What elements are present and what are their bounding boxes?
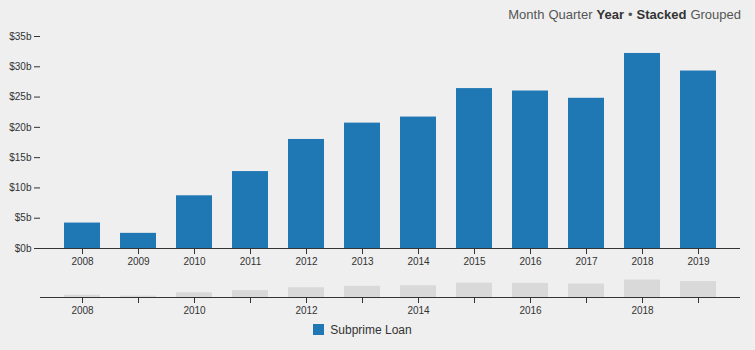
svg-text:2008: 2008: [71, 305, 94, 315]
svg-text:2014: 2014: [407, 305, 430, 315]
svg-text:2014: 2014: [407, 256, 430, 267]
svg-text:2009: 2009: [127, 256, 150, 267]
svg-text:2018: 2018: [631, 305, 654, 315]
svg-text:2013: 2013: [351, 256, 374, 267]
svg-text:$25b: $25b: [9, 91, 32, 102]
svg-text:2010: 2010: [183, 305, 206, 315]
svg-text:$0b: $0b: [15, 243, 32, 254]
html-text:Month Quarter Year • Stacked G: Month Quarter Year • Stacked Grouped: [508, 7, 741, 22]
svg-text:$10b: $10b: [9, 182, 32, 193]
svg-text:$35b: $35b: [9, 31, 32, 42]
svg-text:2008: 2008: [71, 256, 94, 267]
svg-text:2016: 2016: [519, 305, 542, 315]
svg-text:2015: 2015: [463, 256, 486, 267]
svg-text:2017: 2017: [575, 256, 598, 267]
svg-text:$15b: $15b: [9, 152, 32, 163]
html-text:Subprime Loan: Subprime Loan: [330, 323, 412, 337]
svg-text:2019: 2019: [687, 256, 710, 267]
svg-text:2012: 2012: [295, 256, 318, 267]
svg-text:2018: 2018: [631, 256, 654, 267]
svg-text:$5b: $5b: [15, 212, 32, 223]
svg-text:2016: 2016: [519, 256, 542, 267]
svg-text:2012: 2012: [295, 305, 318, 315]
svg-text:$20b: $20b: [9, 122, 32, 133]
svg-text:2010: 2010: [183, 256, 206, 267]
svg-text:$30b: $30b: [9, 61, 32, 72]
svg-text:2011: 2011: [240, 256, 262, 267]
